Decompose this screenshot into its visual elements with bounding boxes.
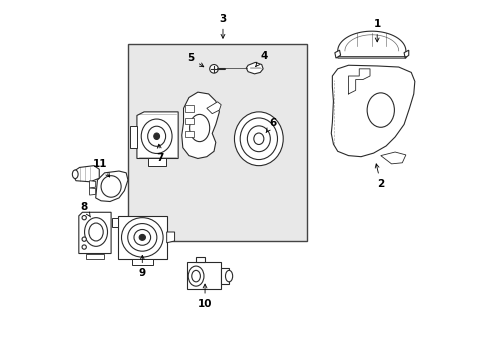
Ellipse shape	[82, 245, 86, 249]
Polygon shape	[330, 65, 414, 157]
Ellipse shape	[234, 112, 283, 166]
Polygon shape	[185, 131, 194, 137]
Text: 11: 11	[93, 159, 109, 177]
Text: 2: 2	[374, 164, 384, 189]
Text: 9: 9	[139, 256, 145, 278]
Polygon shape	[334, 50, 340, 58]
Ellipse shape	[240, 118, 277, 159]
Polygon shape	[89, 181, 96, 188]
Bar	[221, 268, 228, 284]
Polygon shape	[403, 50, 408, 58]
Ellipse shape	[101, 176, 121, 197]
Polygon shape	[185, 118, 194, 125]
Ellipse shape	[209, 64, 218, 73]
Ellipse shape	[82, 237, 86, 241]
Polygon shape	[241, 127, 251, 151]
Ellipse shape	[153, 133, 159, 139]
Ellipse shape	[72, 170, 78, 179]
Ellipse shape	[139, 234, 145, 240]
Polygon shape	[166, 232, 174, 243]
Ellipse shape	[147, 126, 165, 146]
Polygon shape	[185, 105, 194, 112]
Ellipse shape	[188, 266, 203, 286]
Ellipse shape	[127, 224, 157, 251]
Text: 6: 6	[265, 118, 276, 133]
Polygon shape	[206, 102, 221, 114]
Polygon shape	[86, 253, 104, 259]
Polygon shape	[112, 218, 118, 226]
Ellipse shape	[134, 229, 150, 245]
Bar	[118, 216, 166, 259]
Polygon shape	[380, 152, 405, 164]
Text: 3: 3	[219, 14, 226, 38]
Text: 10: 10	[198, 284, 212, 309]
Ellipse shape	[191, 270, 200, 282]
Polygon shape	[147, 158, 165, 166]
Text: 4: 4	[255, 51, 267, 67]
Polygon shape	[137, 112, 178, 158]
Text: 8: 8	[80, 202, 90, 217]
Ellipse shape	[84, 218, 107, 246]
Bar	[196, 257, 204, 262]
Text: 7: 7	[156, 144, 163, 163]
Ellipse shape	[82, 216, 86, 220]
Polygon shape	[96, 171, 128, 202]
Ellipse shape	[189, 114, 209, 141]
Polygon shape	[182, 92, 219, 158]
Ellipse shape	[141, 119, 172, 153]
Polygon shape	[74, 166, 99, 182]
Ellipse shape	[247, 126, 270, 152]
Ellipse shape	[253, 133, 264, 144]
Polygon shape	[89, 188, 96, 195]
Bar	[128, 44, 306, 241]
Ellipse shape	[366, 93, 394, 127]
Ellipse shape	[121, 218, 163, 257]
Bar	[187, 262, 221, 289]
Ellipse shape	[225, 270, 232, 282]
Polygon shape	[130, 126, 137, 148]
Ellipse shape	[89, 223, 103, 241]
Text: 5: 5	[187, 53, 203, 67]
Polygon shape	[246, 62, 263, 74]
Polygon shape	[79, 212, 111, 253]
Text: 1: 1	[373, 19, 380, 42]
Polygon shape	[131, 259, 153, 265]
Polygon shape	[337, 31, 405, 58]
